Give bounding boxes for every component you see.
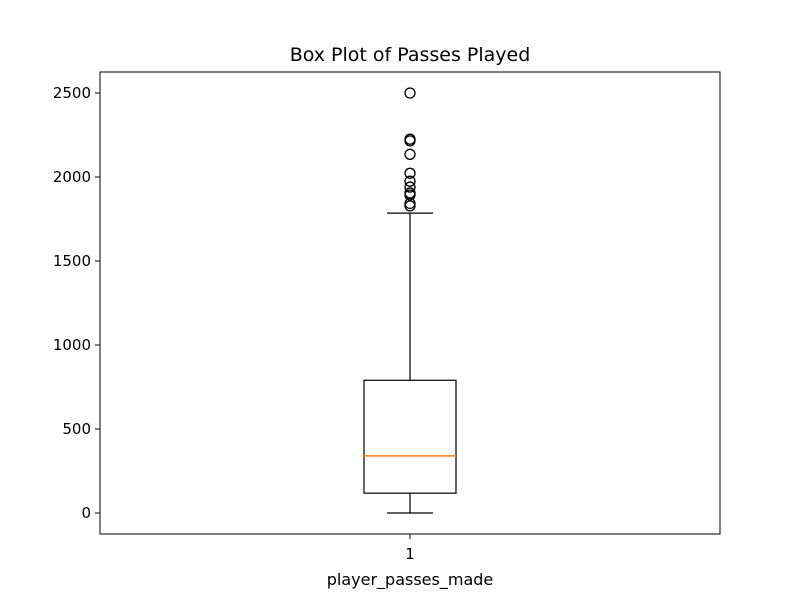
chart-title: Box Plot of Passes Played (290, 44, 531, 66)
x-axis-label: player_passes_made (327, 570, 494, 590)
y-tick-label: 1500 (53, 252, 91, 270)
y-tick-label: 2000 (53, 168, 91, 186)
y-tick-label: 500 (62, 420, 91, 438)
x-tick-label: 1 (405, 545, 415, 563)
y-tick-label: 2500 (53, 84, 91, 102)
y-tick-label: 0 (81, 504, 91, 522)
x-axis: 1 (405, 534, 415, 563)
y-axis: 0 500 1000 1500 2000 2500 (53, 84, 100, 522)
y-tick-label: 1000 (53, 336, 91, 354)
